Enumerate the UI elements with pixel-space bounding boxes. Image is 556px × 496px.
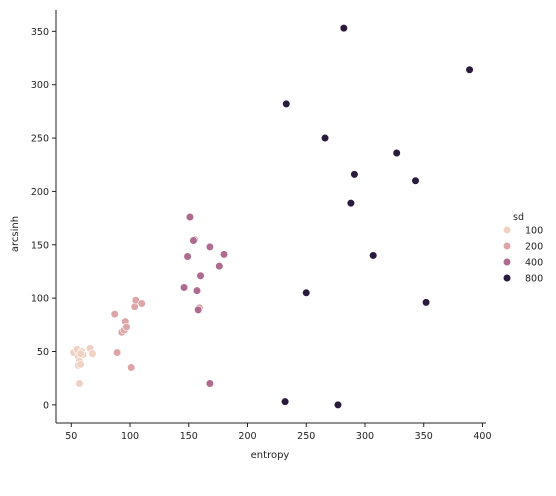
scatter-point (185, 212, 195, 222)
x-axis-ticks: 50 100 150 200 250 300 350 400 (65, 423, 492, 442)
scatter-point (88, 349, 97, 358)
scatter-point (137, 299, 146, 308)
x-tick-label: 200 (238, 431, 256, 442)
y-tick-label: 250 (31, 134, 49, 145)
legend-marker (502, 225, 512, 235)
y-tick-label: 300 (31, 80, 49, 91)
y-axis-label: arcsinh (10, 216, 21, 252)
scatter-point (112, 348, 122, 357)
scatter-point (350, 170, 359, 179)
x-tick-label: 250 (297, 431, 315, 442)
x-tick-label: 50 (65, 431, 77, 442)
scatter-point (122, 322, 131, 332)
legend-label: 200 (525, 242, 543, 253)
scatter-point (339, 24, 348, 33)
scatter-point (76, 349, 85, 358)
y-tick-label: 200 (31, 187, 49, 198)
legend-label: 100 (525, 226, 543, 237)
legend-title: sd (513, 212, 524, 223)
scatter-point (196, 271, 205, 280)
scatter-point (282, 99, 291, 109)
scatter-point (205, 379, 215, 388)
scatter-point (110, 310, 119, 319)
legend-marker (502, 241, 512, 251)
x-axis-label: entropy (251, 450, 290, 461)
scatter-point (411, 176, 420, 185)
plot-area (69, 24, 474, 409)
scatter-point (421, 298, 431, 307)
scatter-point (76, 360, 85, 369)
x-tick-label: 150 (180, 431, 198, 442)
legend-label: 400 (525, 258, 543, 269)
scatter-point (465, 65, 474, 74)
scatter-point (219, 250, 229, 259)
scatter-point (127, 363, 136, 372)
scatter-point (392, 148, 401, 158)
legend-marker (502, 273, 512, 283)
legend-marker (502, 257, 512, 267)
y-tick-label: 100 (31, 294, 49, 305)
scatter-point (302, 288, 311, 297)
scatter-point (205, 242, 215, 252)
scatter-point (75, 379, 84, 388)
scatter-point (320, 133, 330, 143)
x-tick-label: 300 (356, 431, 374, 442)
x-tick-label: 400 (473, 431, 491, 442)
y-tick-label: 350 (31, 27, 49, 38)
scatter-point (179, 283, 189, 292)
x-tick-label: 350 (415, 431, 433, 442)
scatter-point (189, 236, 198, 245)
y-tick-label: 150 (31, 240, 49, 251)
scatter-point (346, 199, 355, 208)
scatter-point (369, 251, 378, 260)
y-axis-ticks: 0 50 100 150 200 250 300 350 (31, 27, 56, 411)
scatter-point (333, 400, 343, 409)
legend-label: 800 (525, 274, 543, 285)
y-tick-label: 0 (43, 400, 49, 411)
x-tick-label: 100 (121, 431, 139, 442)
scatter-point (215, 262, 224, 271)
scatter-point (183, 252, 192, 261)
y-tick-label: 50 (37, 347, 49, 358)
legend: sd 100 200 400 800 (502, 212, 543, 285)
scatter-point (194, 305, 203, 314)
scatter-point (280, 397, 290, 406)
scatter-point (192, 286, 202, 295)
